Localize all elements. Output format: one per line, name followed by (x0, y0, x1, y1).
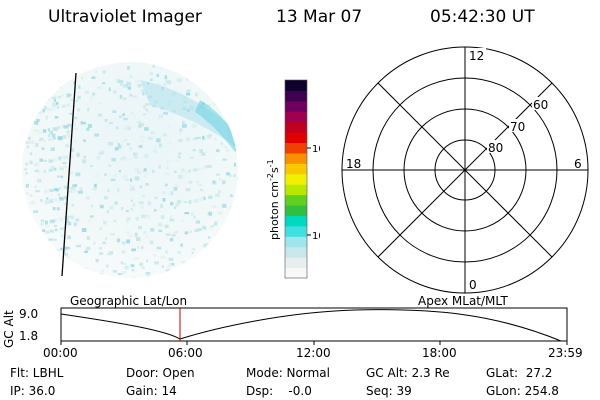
colorbar-segment (285, 184, 307, 196)
filter-value: Flt: LBHL (10, 366, 64, 380)
colorbar-segment (285, 225, 307, 237)
mlt-label-18: 18 (346, 157, 361, 171)
colorbar-segment (285, 205, 307, 216)
colorbar-segment (285, 215, 307, 227)
dsp-value: Dsp: -0.0 (246, 384, 312, 398)
colorbar-segment (285, 152, 307, 164)
x-tick-1200: 12:00 (296, 346, 331, 360)
auroral-image (22, 62, 238, 278)
colorbar-segment (285, 194, 307, 206)
colorbar-segment (285, 246, 307, 258)
mlt-label-0: 0 (469, 278, 477, 292)
mode-value: Mode: Normal (246, 366, 330, 380)
gc-alt-value: GC Alt: 2.3 Re (366, 366, 450, 380)
polar-diagonal-2 (377, 82, 553, 258)
x-tick-2359: 23:59 (548, 346, 583, 360)
instrument-title: Ultraviolet Imager (48, 7, 202, 27)
terminator-line (61, 72, 77, 277)
colorbar-segment (285, 236, 307, 248)
lat-label-70: 70 (510, 120, 525, 134)
y-tick-bottom: 1.8 (19, 329, 39, 343)
apex-label: Apex MLat/MLT (418, 294, 508, 308)
colorbar-scale (285, 80, 307, 279)
colorbar-unit-label: photon cm-2s-1 (266, 159, 281, 240)
glon-value: GLon: 254.8 (486, 384, 559, 398)
lat-label-80: 80 (488, 141, 503, 155)
gain-value: Gain: 14 (126, 384, 177, 398)
ip-value: IP: 36.0 (10, 384, 56, 398)
x-tick-1800: 18:00 (422, 346, 457, 360)
colorbar-segment (285, 121, 307, 133)
colorbar-segment (285, 267, 307, 279)
geographic-label: Geographic Lat/Lon (70, 294, 188, 308)
colorbar-segment (285, 100, 307, 112)
y-tick-top: 9.0 (19, 307, 39, 321)
colorbar-segment (285, 163, 307, 175)
colorbar-segment (285, 80, 307, 91)
observation-date: 13 Mar 07 (276, 7, 363, 27)
lat-label-60: 60 (533, 98, 548, 112)
observation-time: 05:42:30 UT (430, 7, 535, 27)
colorbar-segment (285, 257, 307, 269)
mlt-label-6: 6 (574, 157, 582, 171)
colorbar-tick-100: 100 (312, 144, 320, 155)
altitude-curve (60, 309, 562, 342)
gc-alt-axis-label: GC Alt (2, 310, 16, 348)
mlt-label-12: 12 (469, 49, 484, 63)
colorbar-segment (285, 132, 307, 144)
colorbar: 100 10 photon cm-2s-1 (266, 79, 320, 279)
door-value: Door: Open (126, 366, 195, 380)
uv-image-panel (22, 62, 238, 278)
colorbar-segment (285, 90, 307, 102)
x-tick-0600: 06:00 (168, 346, 203, 360)
colorbar-segment (285, 173, 307, 185)
orbit-timeline (60, 307, 568, 345)
polar-grid: 12 18 6 0 60 70 80 (341, 46, 589, 294)
x-tick-0000: 00:00 (43, 346, 78, 360)
glat-value: GLat: 27.2 (486, 366, 553, 380)
colorbar-tick-10: 10 (312, 231, 320, 242)
seq-value: Seq: 39 (366, 384, 412, 398)
colorbar-segment (285, 142, 307, 154)
colorbar-segment (285, 111, 307, 123)
